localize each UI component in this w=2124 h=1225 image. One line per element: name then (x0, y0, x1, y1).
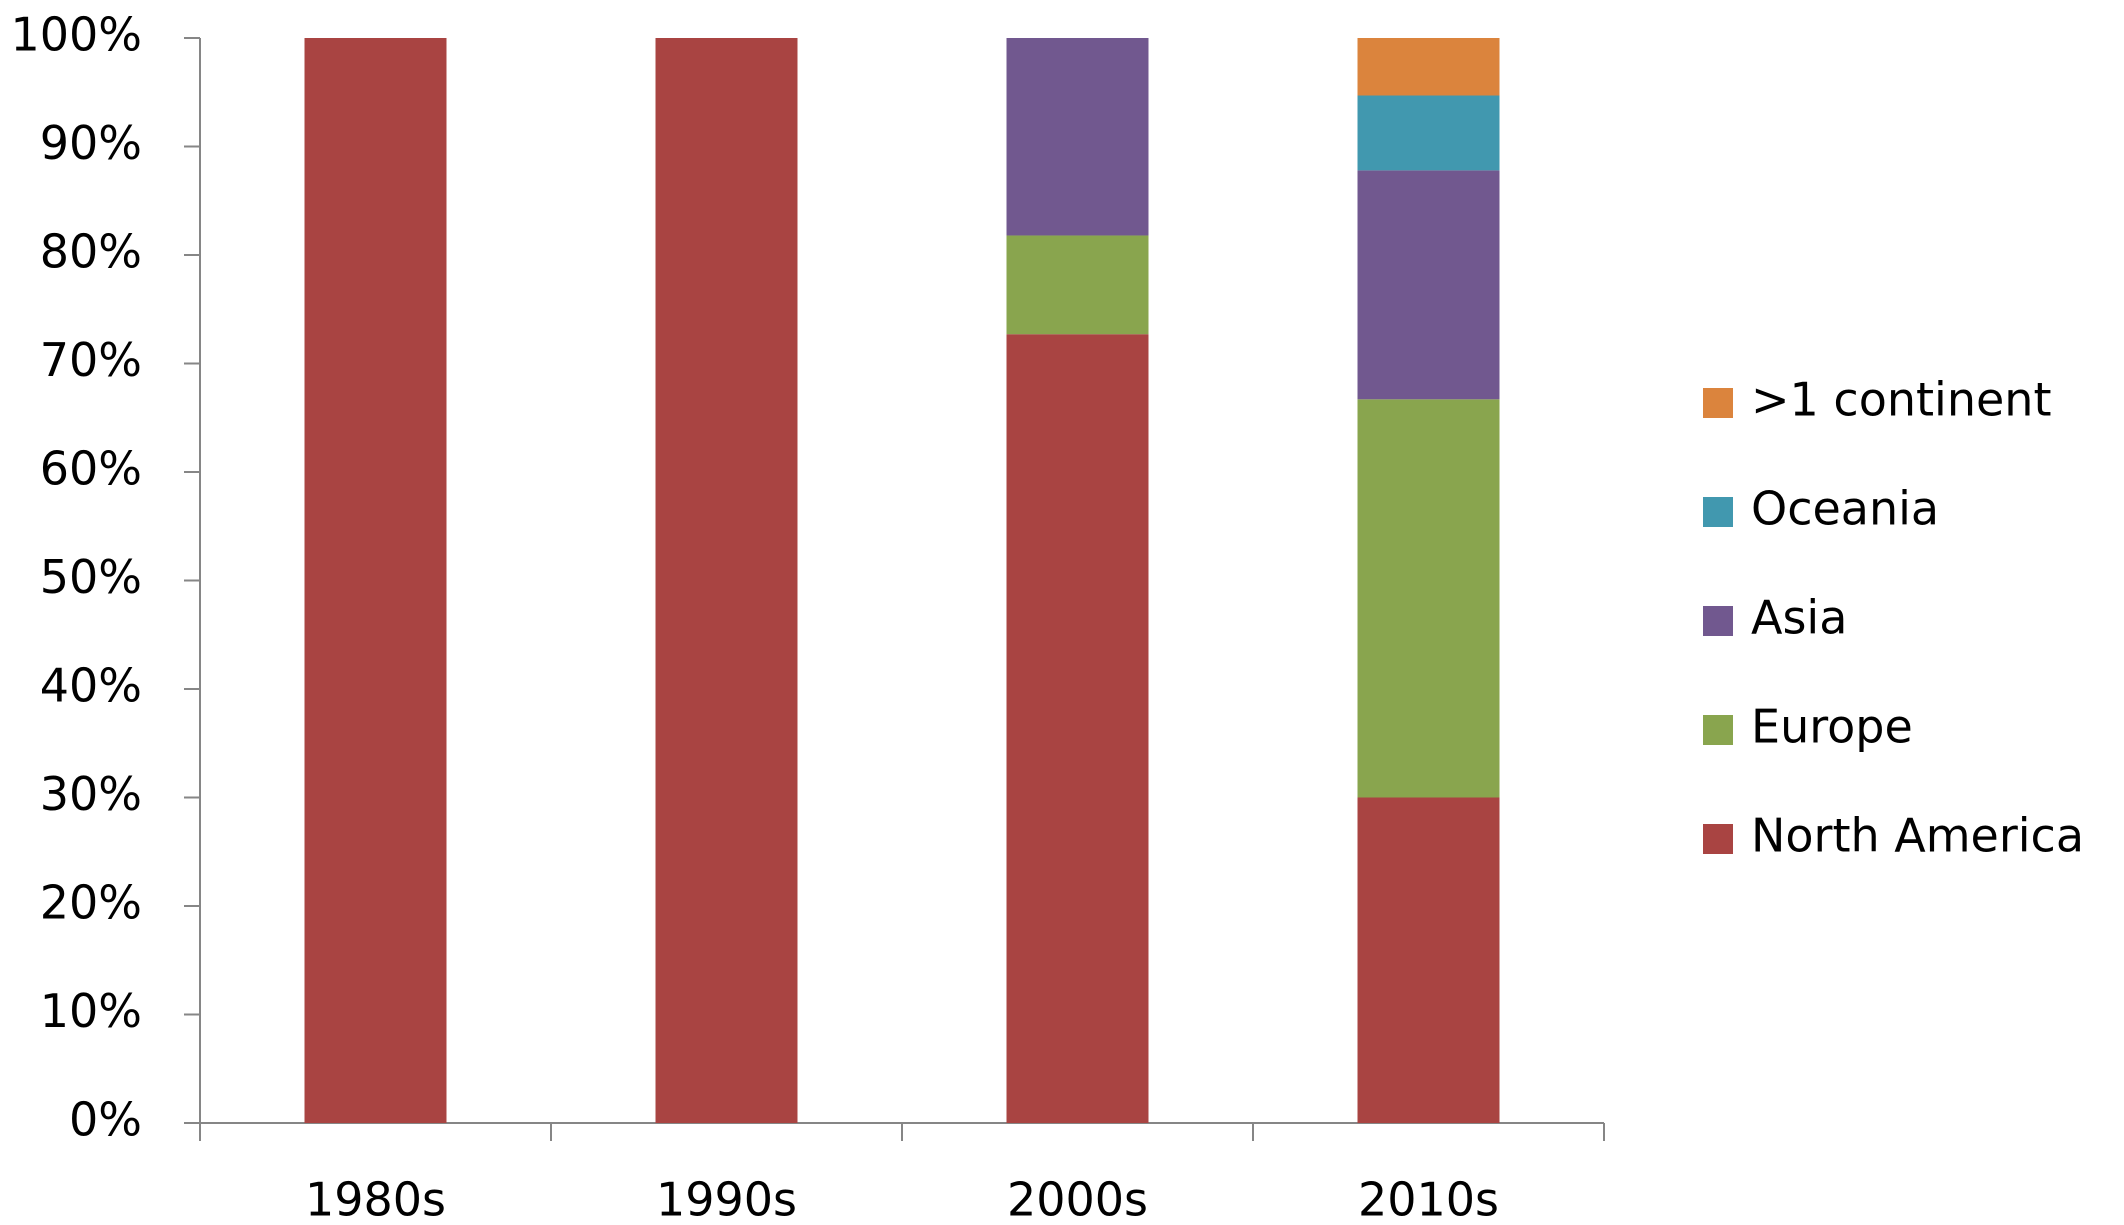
y-tick-label: 10% (40, 984, 142, 1038)
bar-segment (1006, 235, 1149, 335)
y-tick-label: 60% (40, 442, 142, 496)
bar-segment (655, 38, 798, 1123)
x-tick-label: 1980s (305, 1173, 446, 1225)
y-tick-label: 30% (40, 767, 142, 821)
y-tick-label: 50% (40, 550, 142, 604)
bar-segment (1357, 797, 1500, 1123)
y-tick-label: 20% (40, 876, 142, 930)
legend-swatch (1703, 606, 1733, 636)
bar-segment (1357, 399, 1500, 798)
y-tick-label: 0% (69, 1093, 142, 1147)
legend-label: Europe (1751, 700, 1913, 754)
legend-label: >1 continent (1751, 373, 2051, 427)
y-tick-label: 100% (10, 8, 142, 62)
y-tick-label: 90% (40, 116, 142, 170)
y-tick-label: 40% (40, 659, 142, 713)
y-tick-label: 70% (40, 333, 142, 387)
legend-label: Oceania (1751, 482, 1939, 536)
bar-segment (1357, 38, 1500, 96)
legend-swatch (1703, 497, 1733, 527)
bar-segment (304, 38, 447, 1123)
legend-label: North America (1751, 809, 2084, 863)
legend-label: Asia (1751, 591, 1847, 645)
legend-swatch (1703, 824, 1733, 854)
x-tick-label: 2000s (1007, 1173, 1148, 1225)
bar-segment (1357, 95, 1500, 171)
bar-segment (1006, 38, 1149, 236)
bar-segment (1006, 334, 1149, 1124)
y-tick-label: 80% (40, 225, 142, 279)
x-tick-label: 1990s (656, 1173, 797, 1225)
bar-segment (1357, 170, 1500, 400)
legend-swatch (1703, 388, 1733, 418)
legend-swatch (1703, 715, 1733, 745)
x-tick-label: 2010s (1358, 1173, 1499, 1225)
